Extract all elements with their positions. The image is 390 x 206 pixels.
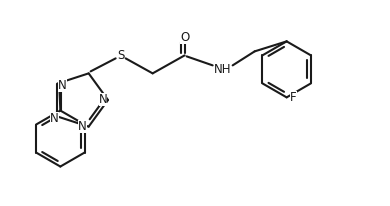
- Text: N: N: [58, 79, 67, 92]
- Text: N: N: [50, 112, 59, 125]
- Text: N: N: [99, 92, 107, 105]
- Text: F: F: [290, 91, 297, 104]
- Text: NH: NH: [214, 63, 231, 76]
- Text: S: S: [117, 49, 124, 62]
- Text: O: O: [180, 31, 189, 44]
- Text: N: N: [78, 120, 87, 133]
